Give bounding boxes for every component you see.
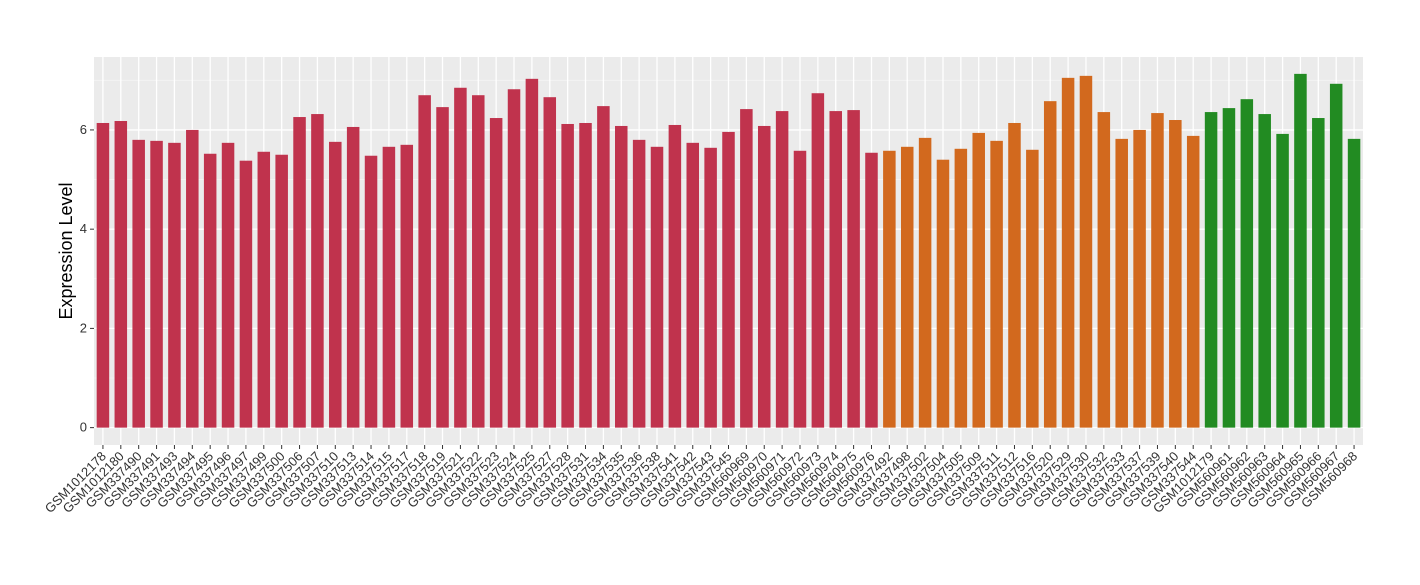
bar: [346, 126, 360, 428]
bar: [972, 132, 985, 428]
bar: [632, 139, 646, 428]
bar: [1294, 73, 1307, 428]
bar: [257, 151, 271, 428]
bar: [1312, 118, 1325, 428]
bar: [936, 159, 950, 428]
bar: [1026, 149, 1039, 428]
bar: [883, 150, 896, 428]
y-tick-label: 0: [80, 420, 87, 435]
bar: [597, 106, 610, 428]
bar: [275, 154, 288, 428]
bar: [918, 137, 932, 428]
bar: [489, 118, 503, 428]
bar: [1061, 77, 1075, 428]
bar: [418, 95, 431, 428]
bar: [1133, 129, 1146, 428]
bar: [1329, 83, 1343, 428]
bar: [525, 78, 539, 428]
bar: [472, 95, 485, 428]
bar: [793, 150, 807, 428]
bar: [668, 124, 682, 428]
bar: [865, 152, 878, 428]
bar: [1204, 112, 1218, 428]
y-tick-label: 2: [80, 320, 87, 335]
bar: [311, 114, 324, 428]
bar: [579, 122, 592, 428]
bar: [1276, 133, 1289, 428]
bar: [364, 155, 378, 428]
bar: [1008, 122, 1021, 428]
y-axis-label: Expression Level: [56, 182, 76, 319]
bar: [221, 142, 235, 428]
bar: [561, 123, 574, 428]
y-tick-label: 6: [80, 122, 87, 137]
bar: [900, 146, 914, 428]
bar: [740, 109, 753, 428]
bar: [132, 139, 145, 428]
bar: [1258, 114, 1271, 428]
bar: [1079, 75, 1093, 428]
bar: [543, 97, 557, 428]
bar: [650, 146, 664, 428]
bar: [507, 89, 521, 428]
bar: [1240, 99, 1254, 428]
bar: [114, 121, 128, 428]
bar: [96, 122, 110, 428]
bar: [239, 160, 253, 428]
bar: [168, 142, 181, 428]
bar: [954, 148, 968, 428]
bar: [757, 125, 771, 428]
bar: [704, 147, 717, 428]
bar: [811, 93, 825, 428]
bar: [686, 142, 700, 428]
bar: [775, 111, 789, 428]
bar: [203, 153, 217, 428]
bar: [829, 111, 842, 428]
bar: [1043, 101, 1057, 428]
bar: [1115, 138, 1128, 428]
bar: [990, 140, 1003, 428]
bar: [436, 107, 449, 428]
bar: [329, 141, 342, 428]
bar: [1169, 120, 1182, 428]
bar: [186, 129, 199, 428]
bar: [1151, 113, 1164, 428]
y-tick-label: 4: [80, 221, 87, 236]
bar: [722, 131, 735, 428]
bar: [150, 140, 163, 428]
bar: [1347, 138, 1361, 428]
bar: [615, 125, 628, 428]
bar: [1186, 135, 1200, 428]
bar: [400, 144, 414, 428]
bar: [454, 87, 467, 428]
bar: [293, 117, 306, 428]
bar: [847, 110, 860, 428]
bar: [1097, 112, 1111, 428]
bar: [382, 146, 396, 428]
bar: [1222, 108, 1236, 428]
